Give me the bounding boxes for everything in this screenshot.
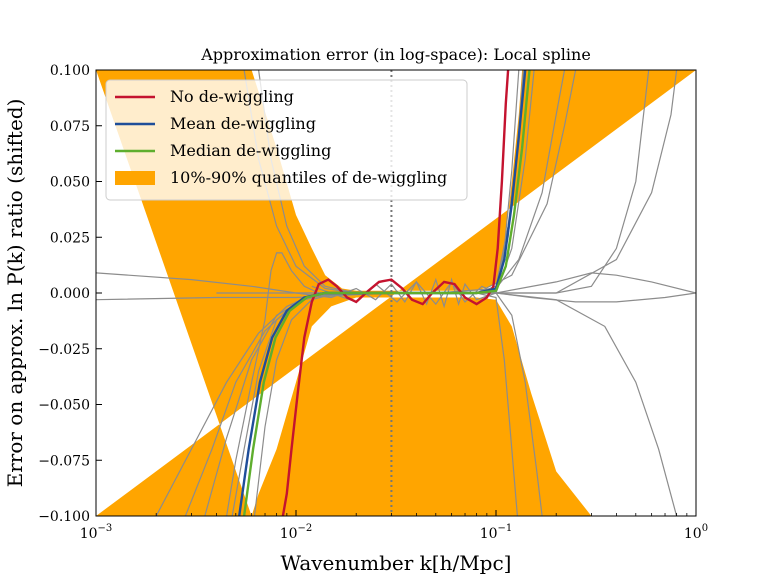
- series-line-median: [242, 70, 531, 516]
- chart-title: Approximation error (in log-space): Loca…: [200, 45, 591, 64]
- axis-ticks: 10−3 10−2 10−1 100 −0.100 −0.075 −0.050 −0.025 0…: [38, 63, 708, 542]
- x-tick-label: 100: [684, 523, 708, 542]
- legend-label-band: 10%-90% quantiles of de-wiggling: [170, 168, 447, 187]
- y-tick-label: 0.075: [50, 119, 90, 135]
- y-tick-label: −0.025: [38, 342, 90, 358]
- x-axis-label: Wavenumber k[h/Mpc]: [281, 551, 512, 575]
- x-tick-label: 10−3: [80, 523, 113, 542]
- y-tick-label: −0.100: [38, 509, 90, 525]
- legend: No de-wiggling Mean de-wiggling Median de-…: [105, 79, 468, 201]
- legend-box: [105, 79, 468, 201]
- sample-curve: [496, 70, 650, 294]
- x-tick-label: 10−1: [480, 523, 513, 542]
- x-tick-label: 10−2: [280, 523, 313, 542]
- y-tick-label: 0.100: [50, 63, 90, 79]
- y-tick-label: 0.000: [50, 286, 90, 302]
- y-tick-label: 0.050: [50, 175, 90, 191]
- y-tick-label: −0.075: [38, 453, 90, 469]
- y-axis-label: Error on approx. ln P(k) ratio (shifted): [3, 99, 27, 488]
- y-tick-label: −0.050: [38, 398, 90, 414]
- y-tick-label: 0.025: [50, 230, 90, 246]
- legend-label-median: Median de-wiggling: [170, 141, 331, 160]
- legend-label-no_dewiggle: No de-wiggling: [170, 87, 294, 106]
- legend-swatch-band: [115, 171, 155, 185]
- legend-label-mean: Mean de-wiggling: [170, 114, 316, 133]
- sample-curve: [495, 292, 678, 516]
